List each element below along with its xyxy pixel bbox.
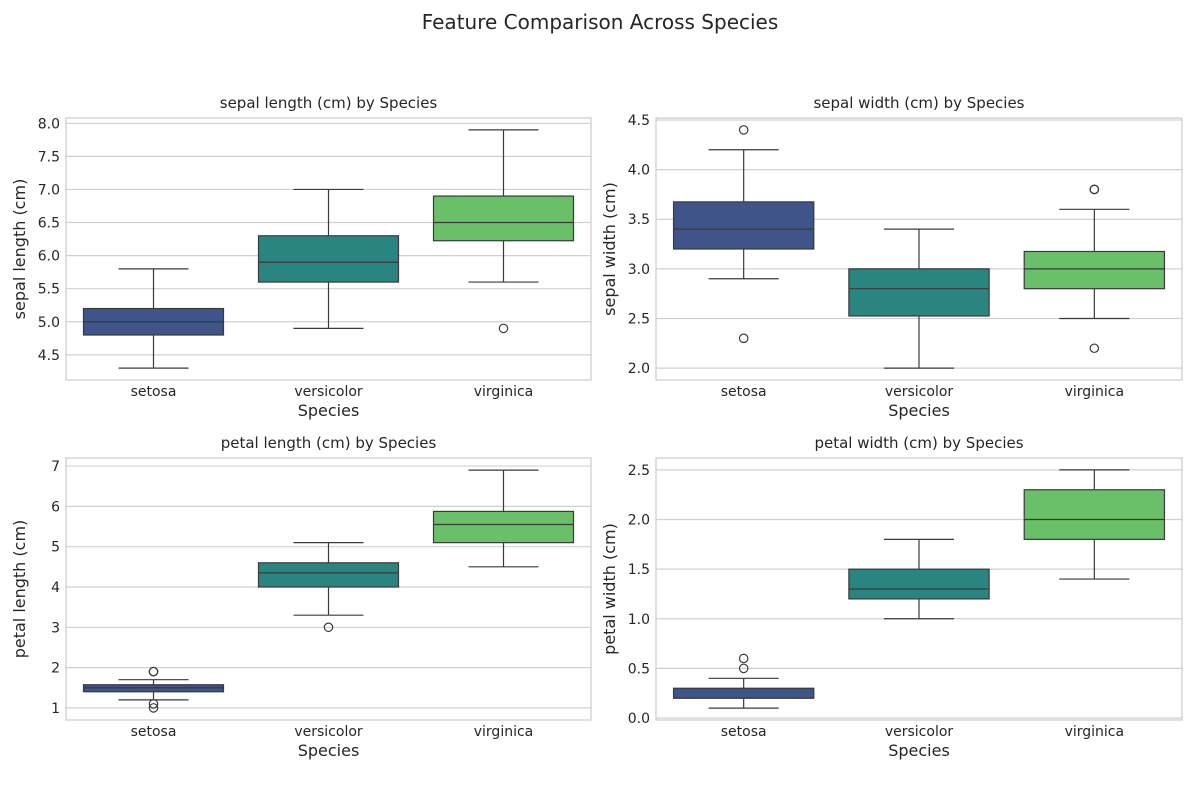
y-tick-label: 4.5: [38, 348, 60, 364]
x-tick-label: versicolor: [294, 384, 363, 400]
box-body: [1023, 489, 1166, 540]
x-tick-label: versicolor: [885, 384, 954, 400]
chart-panel-1: 4.5 5.0 5.5 6.0 6.5 7.0 7.5 8.0 setosa versicolor…: [10, 94, 592, 420]
y-tick-label: 2.5: [628, 463, 650, 479]
y-tick-label: 4: [51, 580, 60, 596]
y-tick-label: 1.0: [628, 612, 650, 628]
box-body: [1023, 250, 1166, 290]
x-axis-label: Species: [888, 401, 950, 420]
box-body: [848, 568, 990, 600]
y-tick-label: 3.0: [628, 262, 650, 278]
x-tick-label: setosa: [131, 384, 177, 400]
chart-panel-3: 1 2 3 4 5 6 7 setosa versicolor virginica petal le…: [10, 434, 592, 760]
x-tick-label: virginica: [1065, 724, 1125, 740]
y-tick-label: 3.5: [628, 212, 650, 228]
box-body: [672, 201, 815, 250]
box-body: [432, 195, 575, 242]
x-tick-label: virginica: [474, 384, 534, 400]
panel-title: sepal width (cm) by Species: [813, 94, 1024, 112]
plot-frame: [655, 457, 1183, 721]
y-tick-label: 8.0: [38, 116, 60, 132]
x-tick-label: virginica: [1065, 384, 1125, 400]
outlier-point: [148, 666, 159, 677]
chart-panel-4: 0.0 0.5 1.0 1.5 2.0 2.5 setosa versicolor virgin…: [600, 434, 1183, 760]
outlier-point: [1089, 184, 1100, 195]
y-axis-label: sepal length (cm): [10, 179, 29, 320]
box-body: [848, 268, 990, 317]
box-versicolor: [848, 538, 990, 620]
y-tick-label: 5.0: [38, 315, 60, 331]
y-tick-label: 7.5: [38, 149, 60, 165]
y-tick-label: 4.0: [628, 163, 650, 179]
y-tick-label: 5: [51, 540, 60, 556]
y-tick-label: 6: [51, 499, 60, 515]
x-tick-label: setosa: [131, 724, 177, 740]
y-tick-label: 2: [51, 661, 60, 677]
plot-frame: [65, 457, 592, 721]
panel-title: petal length (cm) by Species: [221, 434, 437, 452]
box-versicolor: [257, 188, 400, 329]
outlier-point: [148, 703, 159, 713]
panel-title: sepal length (cm) by Species: [220, 94, 438, 112]
y-axis-label: sepal width (cm): [600, 182, 619, 316]
box-body: [257, 235, 400, 283]
box-virginica: [432, 469, 575, 568]
outlier-point: [1089, 343, 1100, 354]
y-tick-label: 1: [51, 701, 60, 717]
box-versicolor: [257, 542, 400, 633]
box-virginica: [1023, 184, 1166, 354]
y-tick-label: 6.5: [38, 216, 60, 232]
box-setosa: [82, 268, 225, 369]
outlier-point: [148, 699, 159, 709]
box-virginica: [1023, 469, 1166, 580]
x-tick-label: setosa: [721, 724, 767, 740]
y-tick-label: 6.0: [38, 249, 60, 265]
y-axis-label: petal length (cm): [10, 520, 29, 659]
outlier-point: [738, 125, 749, 135]
y-tick-label: 3: [51, 620, 60, 636]
chart-panel-2: 2.0 2.5 3.0 3.5 4.0 4.5 setosa versicolor virgin…: [600, 94, 1183, 420]
figure-title: Feature Comparison Across Species: [421, 10, 779, 34]
box-setosa: [672, 125, 815, 344]
y-tick-label: 4.5: [628, 113, 650, 129]
x-tick-label: setosa: [721, 384, 767, 400]
outlier-point: [738, 653, 749, 664]
y-tick-label: 2.0: [628, 513, 650, 529]
x-axis-label: Species: [298, 401, 360, 420]
y-axis-label: petal width (cm): [600, 523, 619, 655]
plot-frame: [655, 117, 1183, 381]
outlier-point: [738, 663, 749, 674]
y-tick-label: 1.5: [628, 562, 650, 578]
box-setosa: [82, 666, 225, 713]
box-body: [672, 687, 815, 699]
x-tick-label: virginica: [474, 724, 534, 740]
y-tick-label: 5.5: [38, 282, 60, 298]
y-tick-label: 7: [51, 459, 60, 475]
plot-frame: [65, 117, 592, 381]
y-tick-label: 0.5: [628, 661, 650, 677]
panel-title: petal width (cm) by Species: [814, 434, 1023, 452]
x-tick-label: versicolor: [294, 724, 363, 740]
box-body: [432, 510, 575, 544]
box-virginica: [432, 129, 575, 334]
box-setosa: [672, 653, 815, 709]
box-versicolor: [848, 228, 990, 369]
x-axis-label: Species: [888, 741, 950, 760]
y-tick-label: 2.5: [628, 311, 650, 327]
x-axis-label: Species: [298, 741, 360, 760]
outlier-point: [498, 323, 509, 334]
y-tick-label: 7.0: [38, 182, 60, 198]
outlier-point: [738, 333, 749, 344]
box-body: [257, 562, 400, 588]
y-tick-label: 2.0: [628, 361, 650, 377]
x-tick-label: versicolor: [885, 724, 954, 740]
outlier-point: [323, 622, 334, 633]
y-tick-label: 0.0: [628, 711, 650, 727]
